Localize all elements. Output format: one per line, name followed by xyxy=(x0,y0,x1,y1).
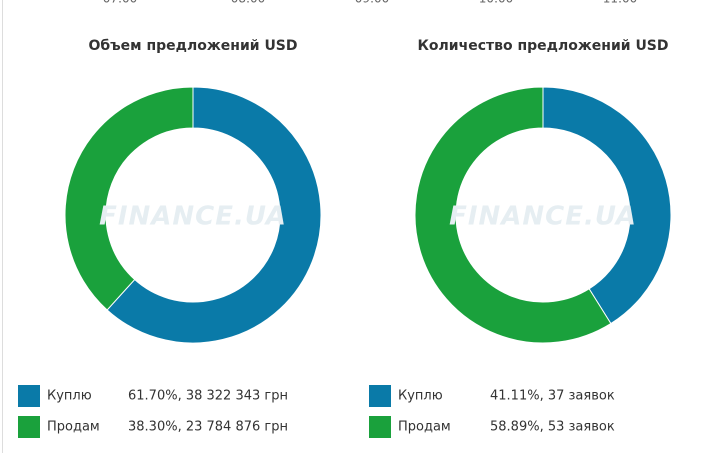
legend-swatch xyxy=(18,385,40,407)
watermark: FINANCE.UA xyxy=(99,202,287,232)
donut-slice xyxy=(414,86,612,344)
legend-label: Продам xyxy=(47,420,100,435)
time-label: 08:00 xyxy=(231,0,266,6)
legend-label: Куплю xyxy=(398,389,443,404)
legend-label: Куплю xyxy=(47,389,92,404)
time-label: 07:00 xyxy=(103,0,138,6)
legend-label: Продам xyxy=(398,420,451,435)
chart-title: Объем предложений USD xyxy=(88,38,297,54)
donut-slice xyxy=(106,86,322,344)
donut-slice xyxy=(542,86,672,325)
time-label: 09:00 xyxy=(355,0,390,6)
legend-value: 61.70%, 38 322 343 грн xyxy=(128,389,288,404)
time-label: 11:00 xyxy=(603,0,638,6)
legend-value: 58.89%, 53 заявок xyxy=(490,420,615,435)
legend-swatch xyxy=(18,416,40,438)
watermark: FINANCE.UA xyxy=(449,202,637,232)
legend-swatch xyxy=(369,385,391,407)
legend-value: 41.11%, 37 заявок xyxy=(490,389,615,404)
time-label: 10:00 xyxy=(479,0,514,6)
donut-slice xyxy=(64,86,194,311)
chart-title: Количество предложений USD xyxy=(417,38,668,54)
legend-value: 38.30%, 23 784 876 грн xyxy=(128,420,288,435)
legend-swatch xyxy=(369,416,391,438)
